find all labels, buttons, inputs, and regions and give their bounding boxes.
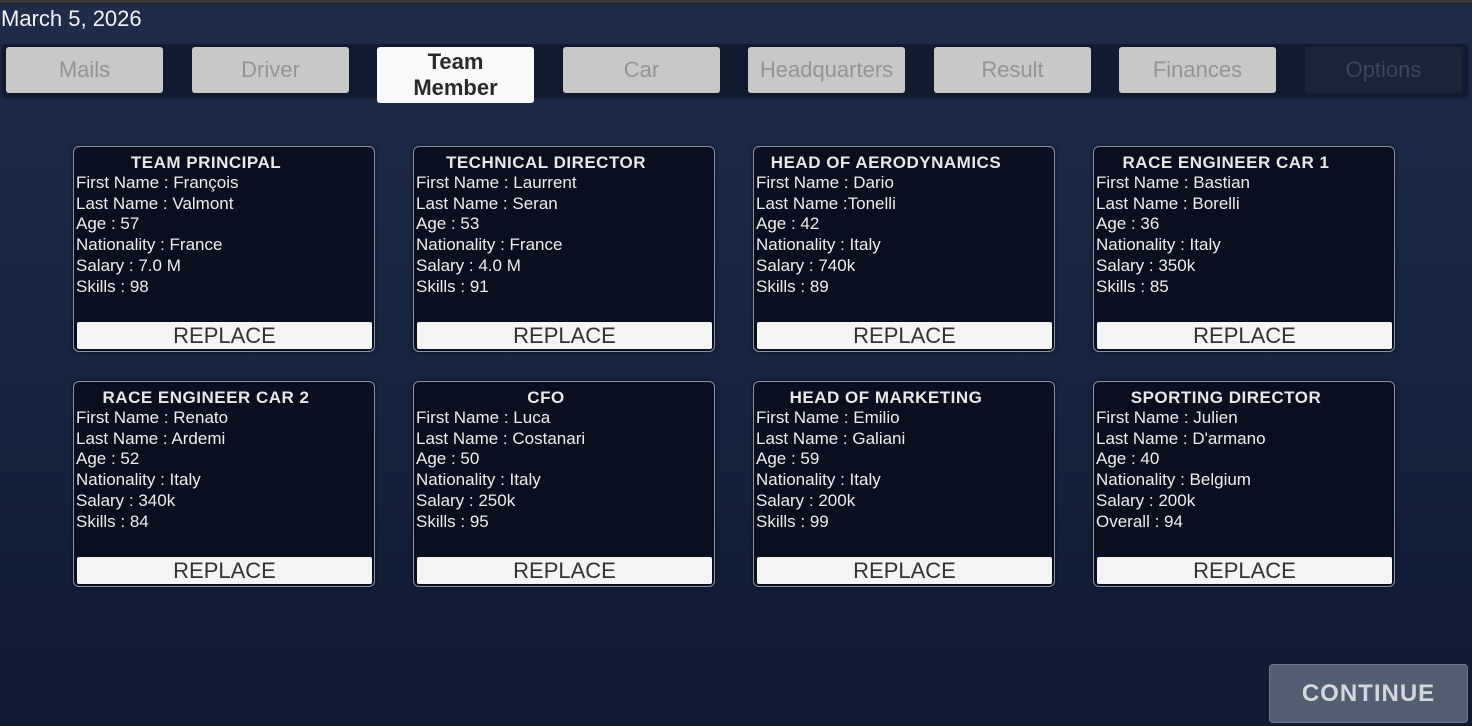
card-field: First Name : Dario — [756, 173, 894, 192]
card-field: Last Name : Ardemi — [76, 428, 226, 448]
card-title: HEAD OF MARKETING — [789, 388, 983, 407]
card-field: Age : 53 — [416, 214, 480, 234]
card-field: Skills : 89 — [756, 276, 829, 296]
tab-label: Headquarters — [759, 57, 894, 82]
card-field: Salary : 340k — [76, 490, 176, 510]
card-field: Nationality : France — [416, 235, 563, 255]
card-field: Last Name : Valmont — [76, 193, 234, 213]
top-strip — [0, 0, 1472, 4]
card-field: Last Name : D'armano — [1096, 428, 1266, 448]
card-field: First Name : Renato — [76, 408, 229, 427]
staff-card-sporting-director: SPORTING DIRECTOR First Name : Julien Last… — [1093, 381, 1395, 587]
tab-team-member[interactable]: Team Member — [377, 47, 534, 103]
card-field: Age : 42 — [756, 214, 820, 234]
replace-button[interactable]: REPLACE — [77, 322, 372, 349]
card-title: RACE ENGINEER CAR 1 — [1122, 153, 1330, 172]
replace-button[interactable]: REPLACE — [757, 322, 1052, 349]
tab-label: Car — [623, 57, 660, 82]
replace-button[interactable]: REPLACE — [757, 557, 1052, 584]
card-title: CFO — [527, 388, 565, 407]
replace-button[interactable]: REPLACE — [1097, 557, 1392, 584]
replace-button[interactable]: REPLACE — [417, 322, 712, 349]
card-field: Salary : 350k — [1096, 255, 1196, 275]
card-field: Skills : 91 — [416, 276, 489, 296]
replace-button[interactable]: REPLACE — [77, 557, 372, 584]
card-field: Nationality : Italy — [756, 470, 881, 490]
tab-label: Team Member — [413, 49, 498, 100]
card-field: Salary : 200k — [756, 490, 856, 510]
replace-button[interactable]: REPLACE — [417, 557, 712, 584]
tab-label: Finances — [1152, 57, 1243, 82]
staff-card-race-engineer-car-1: RACE ENGINEER CAR 1 First Name : Bastian L… — [1093, 146, 1395, 352]
card-field: First Name : Emilio — [756, 408, 900, 427]
tab-finances[interactable]: Finances — [1119, 47, 1276, 93]
card-field: Last Name : Borelli — [1096, 193, 1240, 213]
card-title: TEAM PRINCIPAL — [130, 153, 282, 172]
tab-options[interactable]: Options — [1305, 47, 1462, 93]
card-field: Skills : 84 — [76, 511, 149, 531]
card-field: First Name : François — [76, 173, 239, 192]
card-field: Salary : 250k — [416, 490, 516, 510]
card-field: Nationality : Italy — [756, 235, 881, 255]
card-field: Salary : 200k — [1096, 490, 1196, 510]
card-field: Skills : 85 — [1096, 276, 1169, 296]
card-field: Nationality : Italy — [416, 470, 541, 490]
tab-label: Driver — [241, 57, 300, 82]
staff-card-cfo: CFO First Name : Luca Last Name : Costanar… — [413, 381, 715, 587]
card-field: Nationality : Italy — [76, 470, 201, 490]
tab-label: Mails — [58, 57, 111, 82]
card-title: SPORTING DIRECTOR — [1130, 388, 1322, 407]
card-field: First Name : Bastian — [1096, 173, 1250, 192]
card-title: HEAD OF AERODYNAMICS — [770, 153, 1002, 172]
staff-card-head-of-marketing: HEAD OF MARKETING First Name : Emilio Last… — [753, 381, 1055, 587]
staff-card-team-principal: TEAM PRINCIPAL First Name : François Last … — [73, 146, 375, 352]
staff-card-technical-director: TECHNICAL DIRECTOR First Name : Laurrent L… — [413, 146, 715, 352]
card-field: First Name : Luca — [416, 408, 551, 427]
card-field: Last Name : Costanari — [416, 428, 586, 448]
card-field: Salary : 4.0 M — [416, 255, 521, 275]
card-field: Nationality : Italy — [1096, 235, 1221, 255]
card-field: Nationality : France — [76, 235, 223, 255]
tab-result[interactable]: Result — [934, 47, 1091, 93]
tab-mails[interactable]: Mails — [6, 47, 163, 93]
continue-button[interactable]: CONTINUE — [1269, 664, 1468, 723]
staff-card-head-of-aerodynamics: HEAD OF AERODYNAMICS First Name : Dario La… — [753, 146, 1055, 352]
tab-headquarters[interactable]: Headquarters — [748, 47, 905, 93]
card-field: Salary : 7.0 M — [76, 255, 181, 275]
card-field: Age : 50 — [416, 449, 480, 469]
card-field: Age : 52 — [76, 449, 140, 469]
current-date: March 5, 2026 — [1, 6, 142, 31]
card-field: First Name : Laurrent — [416, 173, 577, 192]
card-field: Skills : 99 — [756, 511, 829, 531]
card-title: RACE ENGINEER CAR 2 — [102, 388, 310, 407]
card-field: Age : 40 — [1096, 449, 1160, 469]
card-field: Last Name :Tonelli — [756, 193, 896, 213]
tab-label: Result — [981, 57, 1044, 82]
card-field: Age : 36 — [1096, 214, 1160, 234]
tab-car[interactable]: Car — [563, 47, 720, 93]
card-field: Salary : 740k — [756, 255, 856, 275]
card-field: Skills : 98 — [76, 276, 149, 296]
card-field: Nationality : Belgium — [1096, 470, 1251, 490]
card-field: Skills : 95 — [416, 511, 489, 531]
staff-card-race-engineer-car-2: RACE ENGINEER CAR 2 First Name : Renato La… — [73, 381, 375, 587]
card-field: Age : 59 — [756, 449, 820, 469]
card-field: Age : 57 — [76, 214, 140, 234]
card-field: First Name : Julien — [1096, 408, 1238, 427]
card-field: Last Name : Galiani — [756, 428, 906, 448]
card-title: TECHNICAL DIRECTOR — [445, 153, 647, 172]
card-field: Last Name : Seran — [416, 193, 558, 213]
card-field: Overall : 94 — [1096, 511, 1183, 531]
replace-button[interactable]: REPLACE — [1097, 322, 1392, 349]
tab-driver[interactable]: Driver — [192, 47, 349, 93]
tab-label: Options — [1345, 57, 1422, 82]
